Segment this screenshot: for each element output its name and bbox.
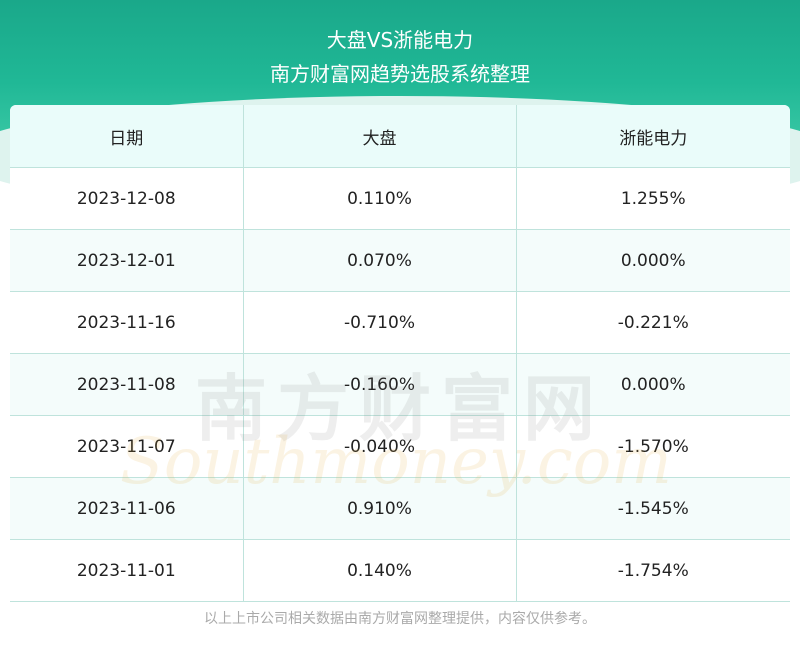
column-header-stock: 浙能电力	[516, 105, 790, 168]
cell-stock: 0.000%	[516, 229, 790, 292]
cell-date: 2023-11-07	[10, 415, 244, 478]
cell-market: 0.140%	[243, 539, 517, 602]
data-table-card: 日期 大盘 浙能电力 2023-12-08 0.110% 1.255% 2023-12…	[10, 105, 790, 602]
cell-date: 2023-11-16	[10, 291, 244, 354]
page-subtitle: 南方财富网趋势选股系统整理	[270, 62, 530, 86]
column-header-market: 大盘	[243, 105, 517, 168]
cell-market: -0.160%	[243, 353, 517, 416]
cell-market: 0.110%	[243, 167, 517, 230]
table-header-row: 日期 大盘 浙能电力	[10, 105, 790, 168]
table-row: 2023-11-07 -0.040% -1.570%	[10, 415, 790, 478]
table-row: 2023-11-06 0.910% -1.545%	[10, 477, 790, 540]
table-row: 2023-11-01 0.140% -1.754%	[10, 539, 790, 602]
cell-date: 2023-12-08	[10, 167, 244, 230]
cell-date: 2023-12-01	[10, 229, 244, 292]
cell-market: 0.910%	[243, 477, 517, 540]
table-row: 2023-11-16 -0.710% -0.221%	[10, 291, 790, 354]
cell-stock: -0.221%	[516, 291, 790, 354]
table-row: 2023-12-01 0.070% 0.000%	[10, 229, 790, 292]
cell-date: 2023-11-06	[10, 477, 244, 540]
comparison-table: 日期 大盘 浙能电力 2023-12-08 0.110% 1.255% 2023-12…	[10, 105, 790, 602]
cell-stock: -1.545%	[516, 477, 790, 540]
cell-market: -0.710%	[243, 291, 517, 354]
cell-date: 2023-11-08	[10, 353, 244, 416]
page-title: 大盘VS浙能电力	[326, 28, 474, 52]
table-row: 2023-12-08 0.110% 1.255%	[10, 167, 790, 230]
cell-stock: 1.255%	[516, 167, 790, 230]
cell-stock: -1.754%	[516, 539, 790, 602]
column-header-date: 日期	[10, 105, 244, 168]
cell-market: 0.070%	[243, 229, 517, 292]
cell-market: -0.040%	[243, 415, 517, 478]
footer-note: 以上上市公司相关数据由南方财富网整理提供，内容仅供参考。	[204, 611, 596, 627]
cell-date: 2023-11-01	[10, 539, 244, 602]
cell-stock: 0.000%	[516, 353, 790, 416]
table-row: 2023-11-08 -0.160% 0.000%	[10, 353, 790, 416]
cell-stock: -1.570%	[516, 415, 790, 478]
